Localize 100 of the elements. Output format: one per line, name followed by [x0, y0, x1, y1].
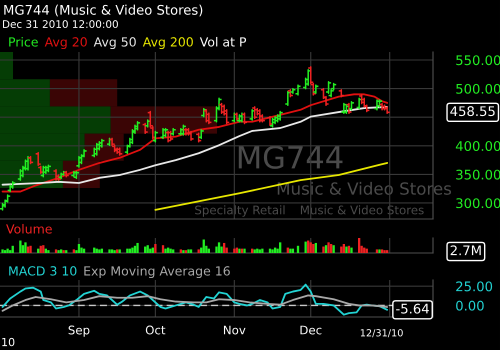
annotation: Specialty Retail	[195, 205, 285, 217]
bar	[116, 249, 118, 253]
bar	[238, 248, 241, 253]
bar	[314, 242, 317, 253]
candlestick	[288, 88, 293, 98]
candlestick	[43, 166, 48, 174]
candlestick	[166, 130, 171, 143]
candlestick	[338, 88, 344, 98]
candlestick	[168, 130, 174, 141]
y-tick-label: 0.00	[456, 300, 484, 311]
bar	[152, 248, 154, 253]
candlestick	[204, 109, 209, 123]
bar	[286, 248, 289, 253]
bar	[233, 248, 236, 253]
candlestick	[74, 170, 79, 180]
bar	[312, 244, 314, 253]
bar	[261, 248, 264, 253]
bar	[82, 248, 86, 253]
text: 458.55	[450, 106, 495, 116]
bar	[342, 244, 345, 253]
text: Price	[9, 36, 38, 47]
candlestick	[58, 172, 64, 180]
bar	[254, 249, 256, 253]
bar	[172, 249, 174, 253]
bar	[182, 250, 185, 253]
bar	[42, 245, 44, 253]
candlestick	[196, 132, 202, 143]
candlestick	[239, 112, 245, 123]
bar	[6, 248, 9, 253]
annotation: MG744	[238, 146, 342, 169]
candlestick	[18, 169, 23, 181]
bar	[126, 248, 128, 253]
candlestick	[206, 112, 212, 124]
candlestick	[8, 184, 13, 192]
text: 12/31/10	[360, 329, 403, 338]
candlestick	[163, 128, 168, 138]
chart-title: Volume	[6, 224, 52, 234]
candlestick	[236, 114, 242, 123]
bar	[268, 248, 272, 253]
candlestick	[142, 122, 148, 134]
candlestick	[10, 181, 16, 189]
bar	[243, 248, 246, 253]
candlestick	[382, 104, 388, 111]
bar	[72, 249, 76, 253]
bar	[198, 249, 200, 253]
bar	[383, 250, 386, 253]
candlestick	[117, 147, 122, 156]
bar	[310, 242, 312, 253]
candlestick	[376, 99, 382, 108]
bar	[340, 246, 342, 253]
text: 10	[2, 338, 14, 346]
chart-subtitle: Dec 31 2010 12:00:00	[3, 20, 118, 28]
candlestick	[53, 169, 59, 181]
candlestick	[64, 170, 69, 178]
candlestick	[267, 116, 273, 126]
candlestick	[152, 130, 158, 143]
bar	[307, 240, 310, 253]
candlestick	[76, 156, 82, 168]
text: 2.7M	[450, 245, 481, 256]
candlestick	[232, 112, 237, 123]
bar	[144, 246, 146, 253]
bar	[19, 240, 22, 253]
bar	[332, 245, 335, 253]
series-label: Exp Moving Average 16	[84, 266, 230, 278]
candlestick	[198, 129, 204, 140]
bar	[166, 248, 170, 253]
bar	[386, 250, 388, 253]
bar	[289, 248, 292, 253]
bar	[113, 250, 116, 253]
bar	[154, 244, 157, 253]
text: Avg 50	[94, 37, 136, 50]
bar	[363, 248, 366, 253]
bar	[62, 250, 65, 253]
bar	[37, 248, 40, 253]
candlestick	[134, 121, 140, 131]
line-series	[2, 294, 388, 312]
y-tick-label: 25.00	[456, 281, 492, 292]
bar	[304, 242, 307, 253]
candlestick	[106, 138, 112, 146]
candlestick	[178, 128, 184, 136]
bar	[47, 250, 50, 253]
bar	[40, 246, 42, 253]
bar	[149, 248, 152, 253]
annotation: -5.64	[396, 304, 429, 314]
chart-title: Vol at P	[200, 36, 246, 47]
bar	[251, 248, 254, 253]
candlestick	[180, 124, 186, 136]
bar	[100, 248, 104, 253]
bar	[128, 248, 132, 253]
bar	[279, 242, 282, 253]
annotation: Music & Video Stores	[300, 205, 424, 214]
x-tick-label: Dec	[300, 326, 322, 334]
bar	[60, 249, 62, 253]
bar	[208, 248, 210, 253]
candlestick	[71, 170, 76, 178]
candlestick	[40, 166, 46, 178]
bar	[358, 238, 360, 253]
candlestick	[250, 109, 255, 121]
bar	[65, 250, 68, 253]
candlestick	[242, 112, 248, 124]
